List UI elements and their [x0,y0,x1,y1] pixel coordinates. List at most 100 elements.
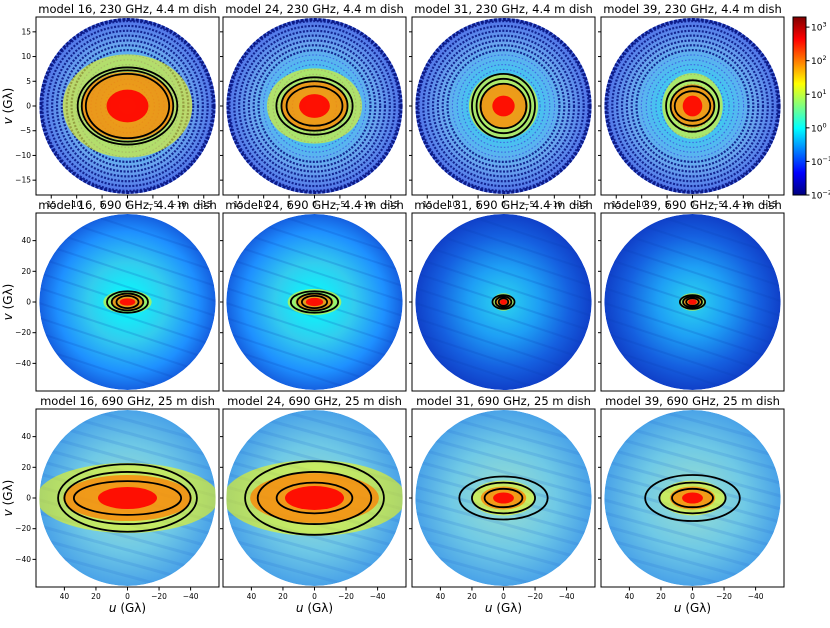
emission-peak [97,486,158,510]
visibility-map [226,214,403,390]
y-tick-label: −40 [15,359,31,368]
x-tick-label: 10 [637,200,647,209]
y-tick-label: 10 [21,52,31,61]
contour-line [479,82,528,130]
x-tick-label: 5 [476,200,481,209]
contour-line [685,297,700,307]
x-tick-label: −15 [572,200,588,209]
x-tick-label: 20 [278,592,288,601]
x-tick-label: 0 [690,200,695,209]
contour-line [300,294,329,310]
x-tick-label: 0 [125,200,130,209]
x-tick-label: −40 [559,592,575,601]
visibility-map [226,18,403,194]
y-tick-label: 20 [21,267,31,276]
emission-peak [492,95,515,117]
x-tick-label: −40 [370,592,386,601]
contour-line [658,481,727,515]
panel-title: model 16, 230 GHz, 4.4 m dish [38,2,217,16]
contour-line [644,474,741,522]
y-tick-label: −20 [15,524,31,533]
panel-title: model 39, 690 GHz, 4.4 m dish [603,198,782,212]
x-tick-label: −5 [712,200,723,209]
panel: model 31, 230 GHz, 4.4 m dish 15 10 5 0 −5 −10… [409,2,596,209]
emission-peak [284,486,345,510]
x-tick-label: −10 [170,200,186,209]
visibility-map [39,214,216,390]
colorbar-tick-label: 10−2 [811,189,830,202]
colorbar-tick-label: 103 [811,21,827,34]
x-tick-label: 40 [247,592,257,601]
contour-line [84,72,171,140]
emission-peak [493,492,514,504]
contour-line [275,481,354,515]
panel: model 16, 230 GHz, 4.4 m dish 15 10 5 0 −5 −10… [1,2,220,209]
panel-title: model 31, 230 GHz, 4.4 m dish [414,2,593,16]
contour-line [665,79,720,133]
contour-line [256,471,373,525]
x-tick-label: −15 [196,200,212,209]
x-tick-label: 0 [312,200,317,209]
x-tick-label: 5 [100,200,105,209]
x-tick-label: 20 [656,592,666,601]
panel-title: model 24, 690 GHz, 25 m dish [227,394,402,408]
y-tick-label: −40 [15,555,31,564]
x-tick-label: −15 [761,200,777,209]
contour-line [57,463,198,533]
emission-peak [688,299,697,305]
x-tick-label: 40 [436,592,446,601]
x-axis-label: u (Gλ) [109,601,146,615]
emission-peak [106,89,149,123]
panel-title: model 16, 690 GHz, 4.4 m dish [38,198,217,212]
panel: model 39, 690 GHz, 4.4 m dish [598,198,785,392]
contour-line [296,292,333,312]
panel-title: model 31, 690 GHz, 25 m dish [416,394,591,408]
x-tick-label: 10 [72,200,82,209]
y-tick-label: −15 [15,176,31,185]
contour-line [280,80,349,132]
panel-title: model 31, 690 GHz, 4.4 m dish [414,198,593,212]
emission-peak [119,298,136,306]
colorbar-tick-label: 100 [811,121,827,134]
emission-peak [305,297,324,307]
panel: model 16, 690 GHz, 4.4 m dish 40 20 0 −20 −40… [1,198,220,392]
x-tick-label: −5 [147,200,158,209]
contour-line [494,295,513,309]
x-tick-label: −10 [735,200,751,209]
x-tick-label: 0 [125,592,130,601]
x-tick-label: 15 [611,200,621,209]
visibility-map [415,18,592,194]
y-tick-label: 20 [21,463,31,472]
emission-peak [299,94,330,118]
contour-line [669,85,716,127]
x-axis-label: u (Gλ) [674,601,711,615]
y-tick-label: −20 [15,328,31,337]
x-tick-label: 15 [46,200,56,209]
x-tick-label: 10 [448,200,458,209]
y-tick-label: 15 [21,27,31,36]
colorbar-tick-label: 102 [811,54,827,67]
x-tick-label: −15 [383,200,399,209]
contour-line [678,294,707,310]
y-tick-label: −10 [15,151,31,160]
x-tick-label: −20 [527,592,543,601]
panel: model 24, 230 GHz, 4.4 m dish 15 10 5 0 −5 −10… [220,2,407,209]
x-tick-label: 15 [422,200,432,209]
emission-peak [682,492,703,504]
contour-line [72,480,183,516]
x-tick-label: −20 [151,592,167,601]
panel: model 24, 690 GHz, 4.4 m dish [220,198,407,392]
visibility-map [604,18,781,194]
y-tick-label: 40 [21,236,31,245]
visibility-map [604,410,781,586]
contour-line [682,295,703,309]
colorbar-tick-label: 10−1 [811,155,830,168]
x-tick-label: 40 [625,592,635,601]
x-tick-label: 20 [467,592,477,601]
x-tick-label: 0 [501,200,506,209]
contour-line [63,471,192,525]
x-tick-label: −20 [338,592,354,601]
contour-line [106,290,149,314]
contour-line [285,85,344,127]
y-tick-label: −5 [20,126,31,135]
